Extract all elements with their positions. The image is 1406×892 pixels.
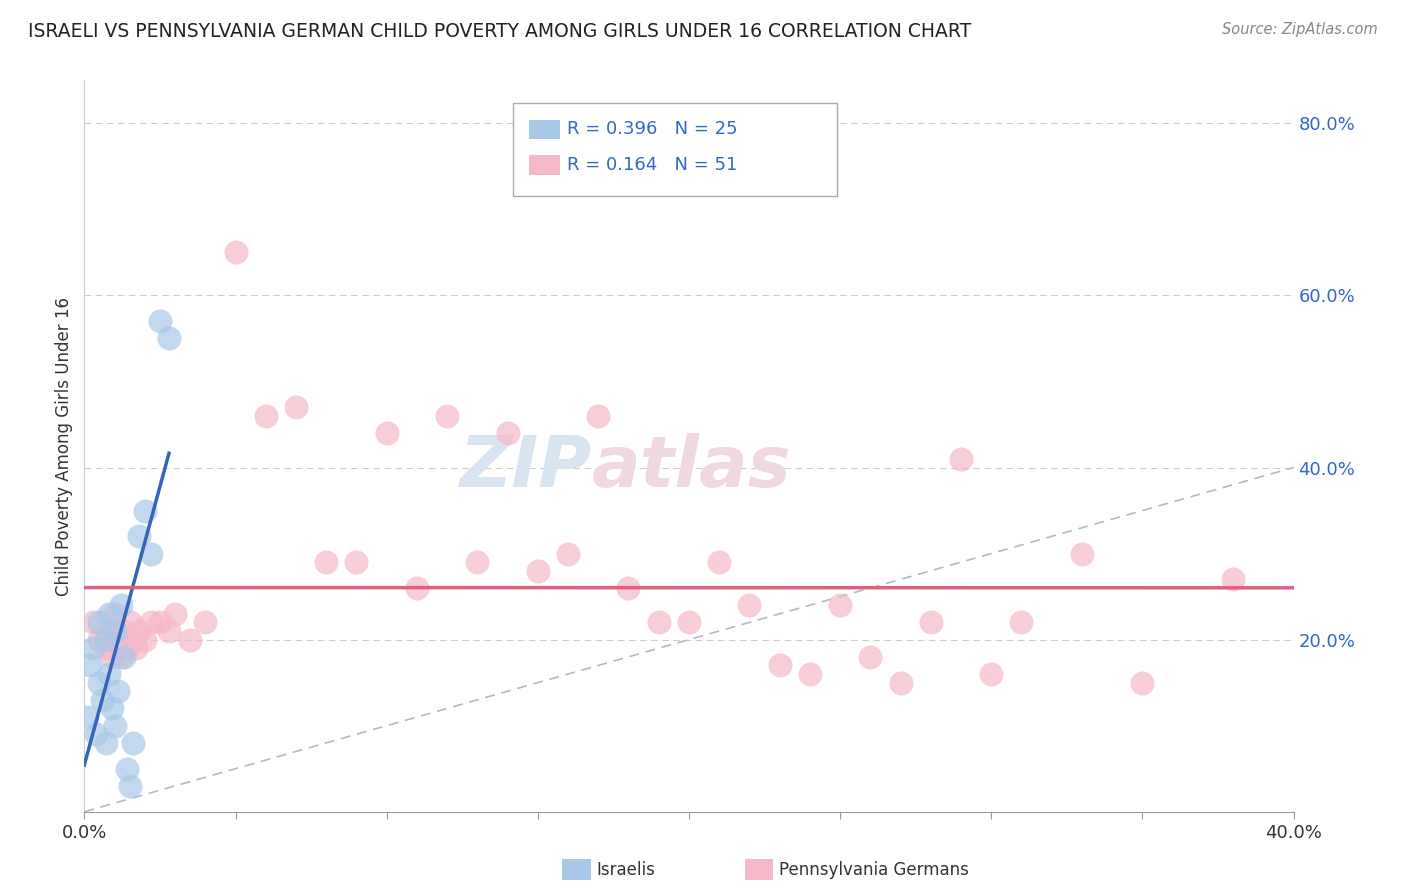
Point [527, 564, 550, 578]
Point [254, 409, 277, 423]
Point [709, 555, 731, 569]
Point [678, 615, 700, 630]
Text: atlas: atlas [592, 434, 792, 502]
Point [225, 245, 247, 260]
Y-axis label: Child Poverty Among Girls Under 16: Child Poverty Among Girls Under 16 [55, 296, 73, 596]
Point [436, 409, 458, 423]
Text: R = 0.396   N = 25: R = 0.396 N = 25 [567, 120, 737, 138]
Point [115, 641, 138, 656]
Point [89, 632, 111, 647]
Point [139, 547, 162, 561]
Point [97, 607, 120, 621]
Point [112, 649, 135, 664]
Point [97, 667, 120, 681]
Point [104, 719, 127, 733]
Point [115, 762, 138, 776]
Point [157, 331, 180, 345]
Point [1071, 547, 1094, 561]
Point [157, 624, 180, 638]
Point [830, 598, 852, 612]
Point [139, 615, 162, 630]
Point [165, 607, 187, 621]
Point [980, 667, 1002, 681]
Point [100, 701, 122, 715]
Point [950, 451, 973, 466]
Point [1222, 573, 1244, 587]
Text: Israelis: Israelis [596, 861, 655, 879]
Point [118, 779, 141, 793]
Point [94, 736, 117, 750]
Point [128, 624, 150, 638]
Point [112, 624, 135, 638]
Point [1130, 675, 1153, 690]
Point [100, 649, 122, 664]
Point [588, 409, 610, 423]
Point [89, 675, 111, 690]
Point [648, 615, 671, 630]
Point [285, 401, 308, 415]
Point [467, 555, 489, 569]
Point [104, 607, 127, 621]
Point [134, 503, 156, 517]
Point [125, 641, 148, 656]
Point [315, 555, 337, 569]
Point [920, 615, 942, 630]
Point [86, 727, 108, 741]
Point [617, 581, 640, 595]
Point [406, 581, 429, 595]
Point [179, 632, 201, 647]
Point [121, 632, 143, 647]
Text: ZIP: ZIP [460, 434, 592, 502]
Point [118, 615, 141, 630]
Point [76, 710, 98, 724]
Point [89, 615, 111, 630]
Point [82, 641, 104, 656]
Point [107, 632, 129, 647]
Point [194, 615, 217, 630]
Point [104, 624, 127, 638]
Text: ISRAELI VS PENNSYLVANIA GERMAN CHILD POVERTY AMONG GIRLS UNDER 16 CORRELATION CH: ISRAELI VS PENNSYLVANIA GERMAN CHILD POV… [28, 22, 972, 41]
Point [97, 624, 120, 638]
Point [859, 649, 882, 664]
Point [375, 426, 398, 441]
Point [346, 555, 368, 569]
Point [496, 426, 519, 441]
Text: Pennsylvania Germans: Pennsylvania Germans [779, 861, 969, 879]
Text: R = 0.164   N = 51: R = 0.164 N = 51 [567, 156, 737, 174]
Point [557, 547, 579, 561]
Point [91, 693, 114, 707]
Point [769, 658, 792, 673]
Point [82, 615, 104, 630]
Point [110, 649, 132, 664]
Point [94, 632, 117, 647]
Point [110, 598, 132, 612]
Point [890, 675, 912, 690]
Point [107, 684, 129, 698]
Point [94, 641, 117, 656]
Text: Source: ZipAtlas.com: Source: ZipAtlas.com [1222, 22, 1378, 37]
Point [79, 658, 101, 673]
Point [121, 736, 143, 750]
Point [1011, 615, 1033, 630]
Point [738, 598, 761, 612]
Point [128, 529, 150, 543]
Point [149, 314, 172, 328]
Point [149, 615, 172, 630]
Point [799, 667, 821, 681]
Point [134, 632, 156, 647]
